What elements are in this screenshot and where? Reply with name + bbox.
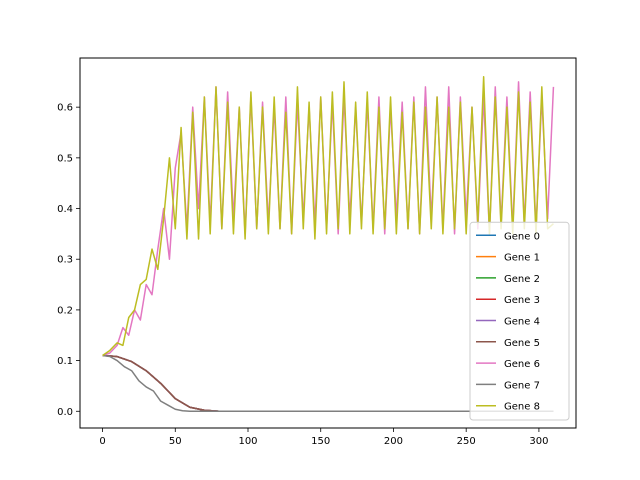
legend-label: Gene 4 [504,317,540,328]
series-layer [102,76,555,413]
y-axis: 0.0 0.1 0.2 0.3 0.4 0.5 0.6 [57,103,80,418]
x-tick-label: 150 [311,436,330,447]
legend-label: Gene 0 [504,231,540,242]
x-tick-label: 50 [169,436,182,447]
legend-label: Gene 3 [504,295,540,306]
legend-box [469,221,570,421]
x-tick-label: 300 [529,436,548,447]
x-tick-label: 250 [457,436,476,447]
x-tick-label: 200 [384,436,403,447]
y-tick-label: 0.4 [57,204,73,215]
x-tick-label: 0 [99,436,105,447]
legend-label: Gene 6 [504,359,540,370]
x-tick-label: 100 [238,436,257,447]
y-tick-label: 0.3 [57,255,73,266]
y-tick-label: 0.2 [57,305,73,316]
series-line-gene-8 [102,76,554,357]
legend: Gene 0 Gene 1 Gene 2 Gene 3 Gene 4 Gene 5 Gene… [469,221,570,421]
y-tick-label: 0.1 [57,356,73,367]
y-tick-label: 0.0 [57,407,73,418]
legend-label: Gene 2 [504,274,540,285]
y-tick-label: 0.6 [57,103,73,114]
legend-label: Gene 5 [504,338,540,349]
plot-frame [79,57,577,429]
series-line-gene-7 [102,354,554,413]
legend-label: Gene 7 [504,380,540,391]
legend-label: Gene 8 [504,402,540,413]
x-axis: 0 50 100 150 200 250 300 [99,428,548,447]
y-tick-label: 0.5 [57,153,73,164]
legend-label: Gene 1 [504,253,540,264]
